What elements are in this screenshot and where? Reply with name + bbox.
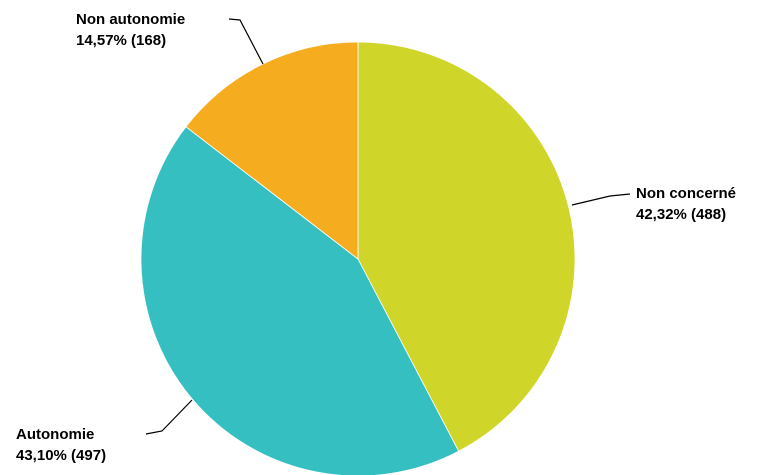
leader-line-autonomie xyxy=(145,399,193,435)
pie-slice-non-concerné xyxy=(357,41,576,452)
slice-label-autonomie: Autonomie xyxy=(16,426,94,443)
slice-value-autonomie: 43,10% (497) xyxy=(16,447,106,464)
slice-label-non-autonomie: Non autonomie xyxy=(76,11,185,28)
pie-slice-non-autonomie xyxy=(185,41,359,260)
slice-value-non-autonomie: 14,57% (168) xyxy=(76,32,166,49)
leader-line-non-autonomie xyxy=(228,18,264,65)
leader-line-non-concerné xyxy=(571,193,631,206)
slice-label-non-concerné: Non concerné xyxy=(636,185,736,202)
slice-value-non-concerné: 42,32% (488) xyxy=(636,206,726,223)
